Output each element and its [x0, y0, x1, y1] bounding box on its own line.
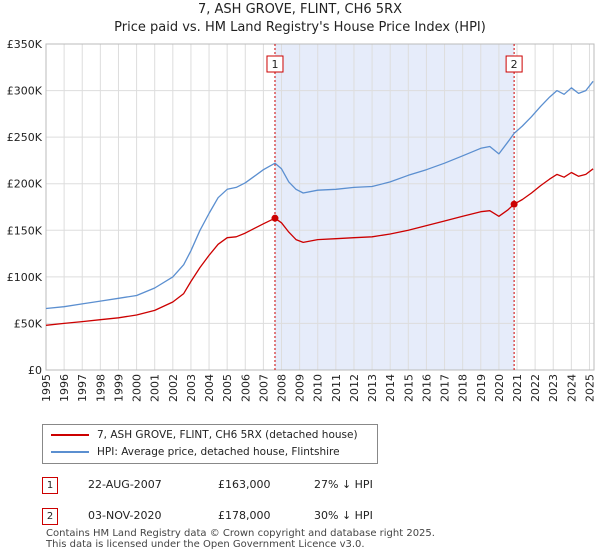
- legend-swatch-hpi: [51, 451, 89, 453]
- y-tick-label: £100K: [7, 271, 43, 284]
- sale-badge: 1: [42, 477, 58, 494]
- x-tick-label: 2014: [384, 374, 397, 402]
- x-tick-label: 2002: [167, 374, 180, 402]
- sale-point: [271, 214, 279, 222]
- x-tick-label: 2000: [131, 374, 144, 402]
- x-tick-label: 2001: [149, 374, 162, 402]
- price-chart: £0 £50K £100K £150K £200K £250K £300K £350K 1995…: [7, 38, 597, 402]
- x-tick-label: 1995: [40, 374, 53, 402]
- chart-title: 7, ASH GROVE, FLINT, CH6 5RX: [197, 2, 403, 17]
- sale-point: [510, 200, 518, 208]
- plot-border: [45, 43, 595, 371]
- x-tick-label: 2006: [239, 374, 252, 402]
- y-tick-label: £250K: [7, 131, 43, 144]
- sale-date: 03-NOV-2020: [88, 509, 162, 522]
- x-tick-label: 2004: [203, 374, 216, 402]
- x-tick-label: 2021: [511, 374, 524, 402]
- y-tick-label: £0: [28, 364, 42, 377]
- y-tick-label: £150K: [7, 224, 43, 237]
- x-tick-label: 2017: [439, 374, 452, 402]
- x-tick-label: 2025: [583, 374, 596, 402]
- x-tick-label: 2005: [221, 374, 234, 402]
- x-tick-label: 2010: [312, 374, 325, 402]
- x-tick-label: 1998: [94, 374, 107, 402]
- sale-price: £163,000: [218, 478, 271, 491]
- x-tick-label: 2011: [330, 374, 343, 402]
- sale-marker-box: [505, 55, 523, 73]
- footer-licence: This data is licensed under the Open Gov…: [46, 539, 365, 550]
- legend: 7, ASH GROVE, FLINT, CH6 5RX (detached h…: [42, 424, 378, 464]
- x-tick-label: 2007: [257, 374, 270, 402]
- chart-subtitle: Price paid vs. HM Land Registry's House …: [114, 20, 486, 35]
- shaded-period: [274, 44, 515, 370]
- sale-hpi-diff: 30% ↓ HPI: [314, 509, 373, 522]
- x-tick-label: 2008: [276, 374, 289, 402]
- legend-label-property: 7, ASH GROVE, FLINT, CH6 5RX (detached h…: [97, 429, 358, 441]
- hpi-line: [45, 80, 594, 310]
- sale-marker-label: 1: [271, 58, 278, 71]
- legend-label-hpi: HPI: Average price, detached house, Flin…: [97, 446, 340, 458]
- y-tick-label: £200K: [7, 178, 43, 191]
- x-tick-label: 2003: [185, 374, 198, 402]
- x-tick-label: 2024: [565, 374, 578, 402]
- y-tick-label: £350K: [7, 38, 43, 51]
- sale-date: 22-AUG-2007: [88, 478, 162, 491]
- footer-copyright: Contains HM Land Registry data © Crown c…: [46, 528, 435, 539]
- x-tick-label: 1999: [112, 374, 125, 402]
- legend-swatch-property: [51, 434, 89, 436]
- y-tick-label: £50K: [14, 317, 43, 330]
- x-tick-label: 1996: [58, 374, 71, 402]
- legend-item-property: 7, ASH GROVE, FLINT, CH6 5RX (detached h…: [51, 427, 358, 443]
- x-tick-label: 2015: [402, 374, 415, 402]
- x-tick-label: 2018: [457, 374, 470, 402]
- sale-marker-label: 2: [511, 58, 518, 71]
- property-price-line: [45, 168, 594, 326]
- x-tick-label: 2012: [348, 374, 361, 402]
- sale-hpi-diff: 27% ↓ HPI: [314, 478, 373, 491]
- sales-table: 1 22-AUG-2007 £163,000 27% ↓ HPI 2 03-NO…: [42, 473, 462, 528]
- sale-price: £178,000: [218, 509, 271, 522]
- sale-badge: 2: [42, 508, 58, 525]
- sale-row: 1 22-AUG-2007 £163,000 27% ↓ HPI: [42, 473, 462, 497]
- x-tick-label: 2009: [294, 374, 307, 402]
- x-tick-label: 1997: [76, 374, 89, 402]
- x-tick-label: 2020: [493, 374, 506, 402]
- x-tick-label: 2013: [366, 374, 379, 402]
- y-tick-label: £300K: [7, 85, 43, 98]
- x-tick-label: 2022: [529, 374, 542, 402]
- footer: Contains HM Land Registry data © Crown c…: [46, 528, 435, 550]
- x-tick-label: 2019: [475, 374, 488, 402]
- x-tick-label: 2023: [547, 374, 560, 402]
- sale-marker-box: [266, 55, 284, 73]
- x-tick-label: 2016: [420, 374, 433, 402]
- sale-row: 2 03-NOV-2020 £178,000 30% ↓ HPI: [42, 504, 462, 528]
- legend-item-hpi: HPI: Average price, detached house, Flin…: [51, 444, 340, 460]
